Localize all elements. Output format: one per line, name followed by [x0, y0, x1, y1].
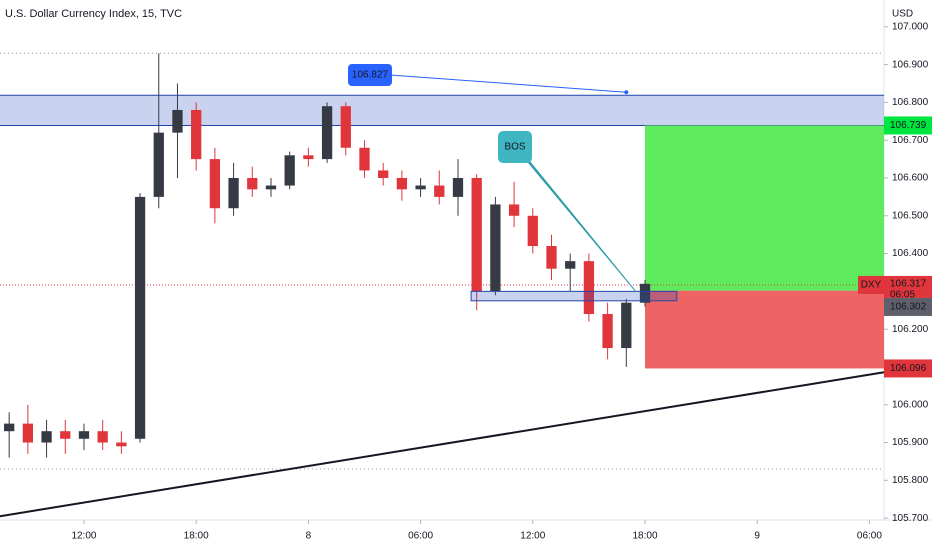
last-price-box: [884, 275, 932, 298]
note-line: [389, 74, 627, 93]
note-point: [624, 90, 629, 95]
candle-body: [490, 204, 501, 292]
candle-body: [471, 177, 482, 292]
x-tick-label: 8: [306, 531, 312, 542]
candle-body: [583, 261, 595, 315]
y-tick-label: 107.000: [892, 21, 929, 32]
y-tick-label: 105.900: [892, 437, 929, 448]
x-tick-label: 12:00: [71, 531, 96, 542]
x-tick-label: 18:00: [632, 531, 657, 542]
bos-box: [498, 131, 532, 163]
candle-body: [78, 431, 90, 439]
candle-body: [116, 442, 127, 447]
y-tick-label: 106.800: [892, 97, 929, 108]
symbol-box: [858, 275, 884, 294]
candle-body: [434, 185, 445, 197]
x-tick-label: 9: [754, 531, 760, 542]
candle-body: [265, 185, 277, 190]
countdown-label: 06:05: [890, 290, 915, 301]
candle-body: [415, 185, 426, 190]
target-price-label-box: [884, 116, 932, 135]
last-price-label: 106.317: [890, 279, 927, 290]
target-box: [645, 125, 884, 291]
candle-body: [621, 302, 632, 349]
candle-body: [378, 170, 389, 178]
y-tick-label: 106.500: [892, 210, 929, 221]
target-price-label: 106.739: [890, 120, 927, 131]
entry-price-label-box: [884, 297, 932, 316]
candle-body: [303, 155, 314, 160]
candle-body: [546, 246, 557, 269]
y-tick-label: 106.400: [892, 248, 929, 259]
x-tick-label: 06:00: [857, 531, 882, 542]
y-axis-label: USD: [892, 9, 913, 20]
x-tick-label: 18:00: [184, 531, 209, 542]
stop-price-label: 106.096: [890, 363, 927, 374]
candle-body: [134, 196, 146, 439]
candle-body: [508, 204, 520, 216]
support-zone: [470, 290, 678, 302]
candle-body: [527, 215, 538, 247]
candle-body: [60, 431, 71, 439]
note-label: 106.827: [352, 70, 389, 81]
note-box: [348, 64, 392, 86]
y-tick-label: 106.000: [892, 399, 929, 410]
candle-body: [172, 109, 183, 133]
candle-body: [97, 431, 108, 443]
candle-body: [228, 177, 239, 209]
candle-body: [209, 159, 221, 209]
candle-body: [396, 177, 408, 190]
candle-body: [340, 106, 351, 148]
candle-body: [602, 314, 613, 349]
y-tick-label: 106.700: [892, 135, 929, 146]
y-tick-label: 106.600: [892, 173, 929, 184]
x-tick-label: 06:00: [408, 531, 433, 542]
candle-body: [639, 283, 651, 303]
entry-price-label: 106.302: [890, 302, 927, 313]
bos-label: BOS: [504, 142, 525, 153]
candle-body: [247, 177, 258, 190]
trendline: [0, 371, 885, 518]
y-tick-label: 105.700: [892, 513, 929, 524]
y-tick-label: 105.800: [892, 475, 929, 486]
stop-price-label-box: [884, 359, 932, 378]
candle-body: [4, 423, 15, 432]
candle-body: [41, 431, 52, 443]
candle-body: [153, 132, 164, 197]
y-tick-label: 106.200: [892, 324, 929, 335]
symbol-label: DXY: [861, 280, 882, 291]
stop-box: [645, 290, 884, 369]
candle-body: [22, 423, 34, 443]
candle-body: [565, 261, 576, 269]
candle-body: [191, 109, 202, 160]
chart-title: U.S. Dollar Currency Index, 15, TVC: [5, 8, 182, 20]
resistance-zone: [0, 95, 884, 126]
candle-body: [321, 106, 333, 160]
x-tick-label: 12:00: [520, 531, 545, 542]
y-tick-label: 106.900: [892, 59, 929, 70]
candle-body: [359, 147, 370, 171]
candle-body: [284, 155, 295, 186]
candle-body: [452, 177, 464, 197]
